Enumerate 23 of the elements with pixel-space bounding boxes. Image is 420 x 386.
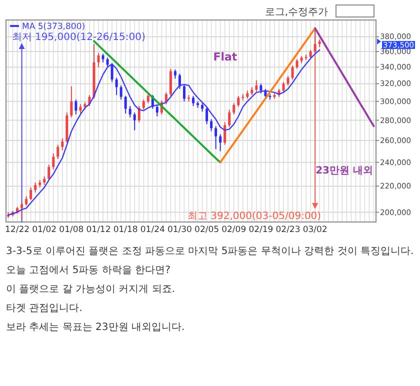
x-tick-label: 01/12 (86, 225, 111, 235)
text: 이 플랫으로 갈 가능성이 커지게 되죠. (6, 284, 176, 296)
annotation: 최고 392,000(03-05/09:00) (187, 211, 322, 222)
x-tick-label: 01/02 (32, 225, 57, 235)
x-tick-label: 02/09 (222, 225, 246, 235)
annotation: 최저 195,000(12-26/15:00) (12, 32, 146, 43)
text: 타겟 관점입니다. (6, 303, 84, 315)
x-tick-label: 01/18 (113, 225, 138, 235)
x-tick-label: 12/22 (5, 225, 30, 235)
annotation: Flat (213, 50, 238, 64)
annotation: 23만원 내외 (316, 166, 373, 177)
x-tick-label: 03/02 (302, 225, 328, 235)
legend-label: MA 5(373,800) (22, 22, 86, 32)
text: 로그,수정주가 (264, 7, 328, 18)
x-tick-label: 01/24 (140, 225, 165, 235)
text: 3-3-5로 이루어진 플랫은 조정 파동으로 마지막 5파동은 무척이나 강력한 것이 특징입니다. (6, 246, 414, 258)
x-tick-label: 02/23 (276, 225, 300, 235)
text: 보라 추세는 목표는 23만원 내외입니다. (6, 322, 186, 334)
text: 오늘 고점에서 5파동 하락을 한다면? (6, 265, 172, 277)
x-tick-label: 01/08 (59, 225, 84, 235)
x-tick-label: 02/05 (194, 225, 220, 235)
x-tick-label: 01/30 (167, 225, 192, 235)
x-tick-label: 02/19 (248, 225, 274, 235)
